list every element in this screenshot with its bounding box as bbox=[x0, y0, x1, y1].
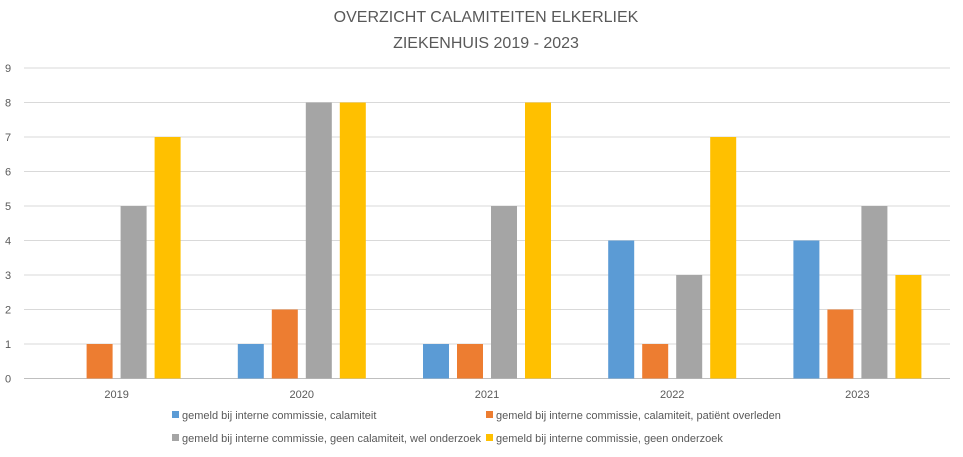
legend: gemeld bij interne commissie, calamiteit… bbox=[172, 410, 781, 445]
bar-2021-series-4 bbox=[525, 102, 551, 379]
bar-2019-series-2 bbox=[86, 344, 113, 379]
x-tick-label-2020: 2020 bbox=[290, 389, 314, 401]
chart-title-line-2: ZIEKENHUIS 2019 - 2023 bbox=[393, 35, 579, 52]
y-tick-label: 0 bbox=[5, 374, 11, 386]
legend-label-4: gemeld bij interne commissie, geen onder… bbox=[496, 433, 723, 445]
bar-2022-series-1 bbox=[608, 240, 635, 379]
bar-2023-series-4 bbox=[895, 275, 922, 379]
bar-2020-series-4 bbox=[339, 102, 366, 379]
y-tick-label: 3 bbox=[5, 270, 11, 282]
x-tick-label-2021: 2021 bbox=[475, 389, 499, 401]
bar-series bbox=[86, 102, 922, 379]
y-axis-tick-labels: 0 1 2 3 4 5 6 7 8 9 bbox=[5, 63, 11, 386]
bar-2023-series-1 bbox=[793, 240, 820, 379]
legend-swatch-1 bbox=[172, 411, 179, 418]
bar-2023-series-3 bbox=[861, 206, 888, 379]
bar-2020-series-2 bbox=[271, 309, 298, 379]
chart-title: OVERZICHT CALAMITEITEN ELKERLIEK ZIEKENH… bbox=[334, 9, 639, 52]
bar-2021-series-1 bbox=[423, 344, 449, 379]
y-tick-label: 9 bbox=[5, 63, 11, 75]
y-tick-label: 1 bbox=[5, 339, 11, 351]
x-tick-label-2019: 2019 bbox=[104, 389, 128, 401]
chart-title-line-1: OVERZICHT CALAMITEITEN ELKERLIEK bbox=[334, 9, 639, 26]
bar-2022-series-3 bbox=[676, 275, 703, 379]
y-tick-label: 7 bbox=[5, 132, 11, 144]
bar-2019-series-4 bbox=[154, 137, 181, 379]
x-tick-label-2023: 2023 bbox=[845, 389, 869, 401]
legend-swatch-3 bbox=[172, 434, 179, 441]
y-tick-label: 6 bbox=[5, 167, 11, 179]
bar-2023-series-2 bbox=[827, 309, 854, 379]
y-tick-label: 2 bbox=[5, 305, 11, 317]
y-tick-label: 5 bbox=[5, 201, 11, 213]
x-tick-label-2022: 2022 bbox=[660, 389, 684, 401]
y-tick-label: 4 bbox=[5, 236, 11, 248]
legend-swatch-2 bbox=[486, 411, 493, 418]
bar-2020-series-1 bbox=[237, 344, 264, 379]
x-axis-tick-labels: 2019 2020 2021 2022 2023 bbox=[104, 389, 869, 401]
legend-label-2: gemeld bij interne commissie, calamiteit… bbox=[496, 410, 781, 422]
bar-2022-series-2 bbox=[642, 344, 669, 379]
legend-label-3: gemeld bij interne commissie, geen calam… bbox=[182, 433, 481, 445]
bar-2021-series-2 bbox=[457, 344, 483, 379]
bar-2021-series-3 bbox=[491, 206, 517, 379]
bar-2019-series-3 bbox=[120, 206, 147, 379]
y-tick-label: 8 bbox=[5, 98, 11, 110]
legend-label-1: gemeld bij interne commissie, calamiteit bbox=[182, 410, 376, 422]
bar-2022-series-4 bbox=[710, 137, 737, 379]
bar-2020-series-3 bbox=[305, 102, 332, 379]
legend-swatch-4 bbox=[486, 434, 493, 441]
